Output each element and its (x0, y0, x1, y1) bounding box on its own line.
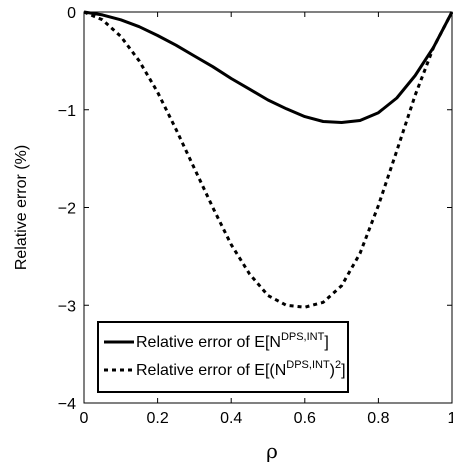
x-tick-label: 0.2 (146, 410, 168, 427)
legend-label-1: Relative error of E[NDPS,INT] (136, 331, 329, 351)
x-axis-label: ρ (266, 439, 278, 463)
y-tick-label: −4 (58, 396, 76, 413)
y-tick-label: −1 (58, 103, 76, 120)
plot-area: 0 0.2 0.4 0.6 0.8 1 0 −1 −2 −3 −4 ρ Relative error (… (13, 5, 453, 463)
y-tick-label: −3 (58, 298, 76, 315)
x-tick-label: 0.8 (367, 410, 389, 427)
series-line-1 (83, 10, 453, 124)
x-tick-label: 0.4 (220, 410, 242, 427)
y-axis-label: Relative error (%) (13, 145, 30, 270)
legend-box (97, 321, 349, 393)
x-tick-label: 0.6 (294, 410, 316, 427)
x-tick-label: 1 (448, 410, 453, 427)
x-tick-label: 0 (80, 410, 89, 427)
legend-label-2: Relative error of E[(NDPS,INT)2] (136, 359, 346, 379)
series-line-2 (83, 10, 453, 309)
y-tick-label: 0 (67, 5, 76, 22)
y-tick-label: −2 (58, 201, 76, 218)
